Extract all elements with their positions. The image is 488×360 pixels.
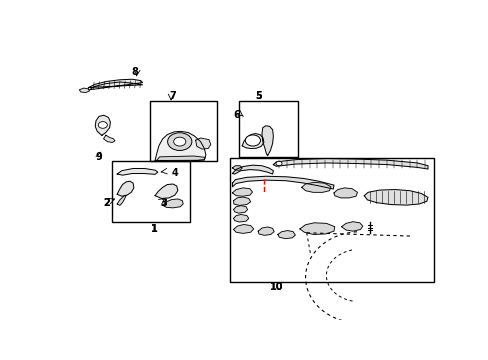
Circle shape: [167, 133, 191, 150]
Text: 3: 3: [160, 198, 166, 208]
Circle shape: [245, 135, 260, 146]
Bar: [150, 102, 216, 161]
Polygon shape: [341, 222, 362, 231]
Polygon shape: [156, 156, 205, 161]
Polygon shape: [232, 176, 333, 189]
Polygon shape: [262, 126, 273, 156]
Circle shape: [98, 122, 107, 128]
Text: 3: 3: [160, 198, 166, 208]
Polygon shape: [195, 138, 210, 149]
Polygon shape: [258, 227, 274, 235]
Text: 10: 10: [269, 282, 283, 292]
Polygon shape: [117, 195, 126, 205]
Polygon shape: [88, 79, 142, 90]
Polygon shape: [232, 166, 242, 170]
Polygon shape: [95, 115, 110, 135]
Polygon shape: [233, 197, 250, 205]
Polygon shape: [233, 225, 253, 233]
Text: 1: 1: [150, 224, 157, 234]
Polygon shape: [273, 158, 427, 169]
Bar: [112, 161, 189, 222]
Polygon shape: [364, 190, 427, 205]
Text: 9: 9: [96, 152, 102, 162]
Text: 10: 10: [269, 282, 283, 292]
Polygon shape: [232, 165, 273, 174]
Polygon shape: [155, 184, 178, 198]
Text: 8: 8: [131, 67, 138, 77]
Polygon shape: [233, 206, 247, 213]
Bar: [239, 102, 297, 157]
Text: 5: 5: [254, 91, 261, 101]
Polygon shape: [301, 183, 330, 192]
Polygon shape: [333, 188, 357, 198]
Polygon shape: [233, 215, 248, 222]
Polygon shape: [242, 134, 264, 149]
Polygon shape: [79, 88, 89, 93]
Polygon shape: [232, 188, 252, 196]
Polygon shape: [155, 131, 205, 161]
Text: 1: 1: [150, 224, 157, 234]
Text: 7: 7: [169, 91, 176, 101]
Polygon shape: [277, 231, 295, 239]
Polygon shape: [299, 223, 334, 234]
Text: 5: 5: [254, 91, 261, 101]
Text: 6: 6: [233, 110, 240, 120]
Bar: [229, 158, 433, 282]
Circle shape: [173, 137, 185, 146]
Text: 2: 2: [103, 198, 110, 208]
Polygon shape: [103, 135, 115, 143]
Text: 4: 4: [171, 168, 178, 179]
Polygon shape: [163, 199, 183, 208]
Text: 2: 2: [103, 198, 110, 208]
Polygon shape: [117, 168, 158, 175]
Polygon shape: [117, 181, 134, 196]
Circle shape: [275, 161, 282, 166]
